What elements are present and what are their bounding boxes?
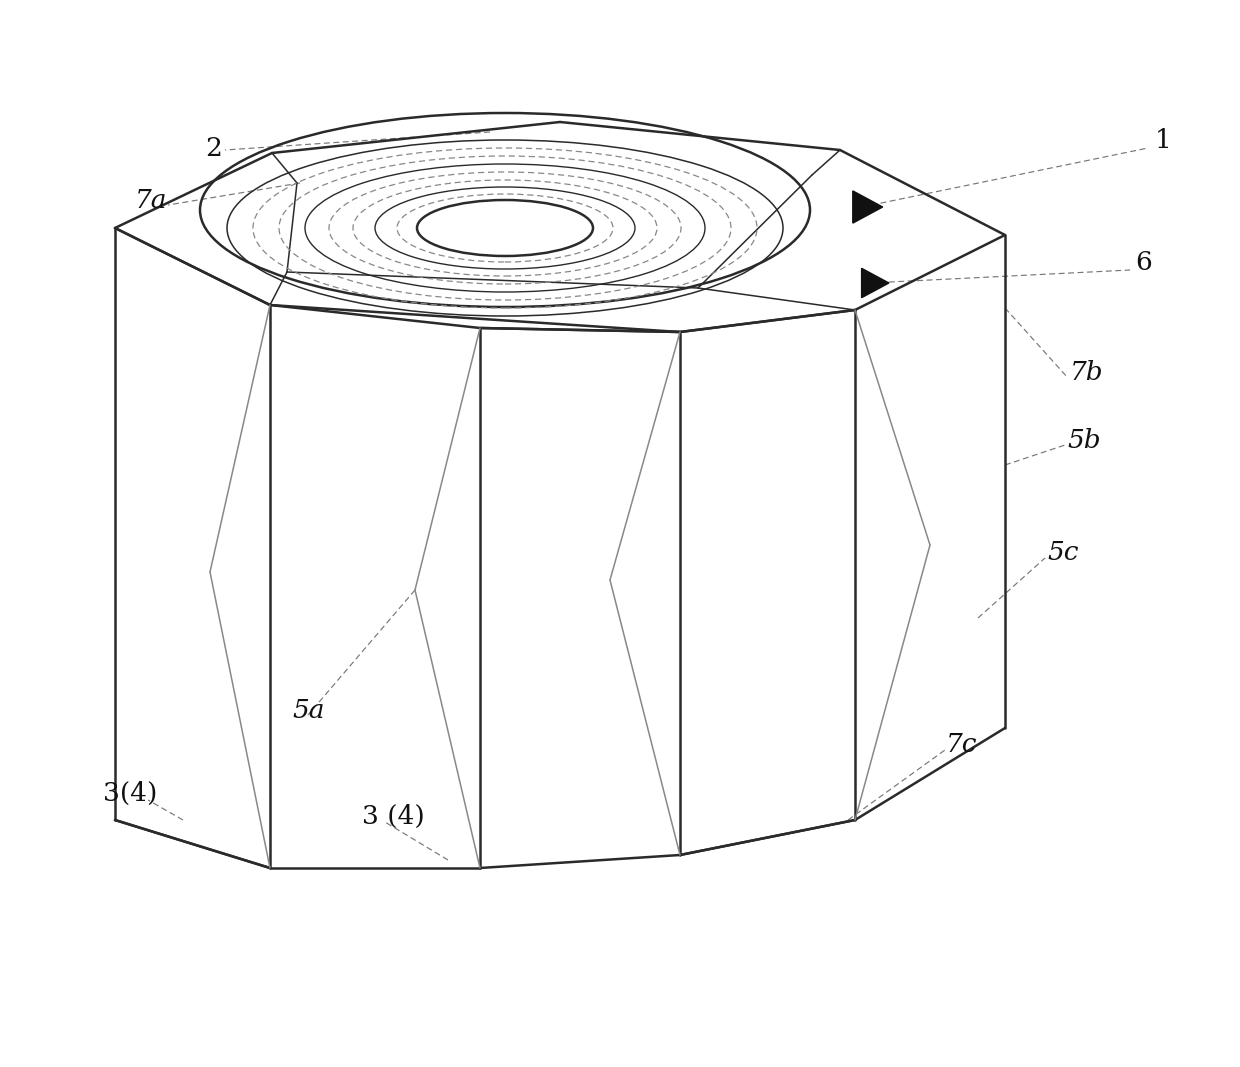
Polygon shape bbox=[862, 268, 889, 298]
Text: 7c: 7c bbox=[946, 732, 977, 757]
Text: 7b: 7b bbox=[1070, 360, 1104, 384]
Text: 1: 1 bbox=[1154, 127, 1172, 153]
Text: 2: 2 bbox=[205, 136, 222, 160]
Text: 6: 6 bbox=[1135, 251, 1152, 275]
Text: 3 (4): 3 (4) bbox=[362, 803, 425, 828]
Text: 5b: 5b bbox=[1066, 428, 1101, 452]
Text: 5a: 5a bbox=[291, 698, 325, 722]
Text: 7a: 7a bbox=[135, 188, 167, 212]
Polygon shape bbox=[853, 191, 883, 223]
Text: 5c: 5c bbox=[1047, 540, 1079, 564]
Text: 3(4): 3(4) bbox=[103, 780, 157, 806]
